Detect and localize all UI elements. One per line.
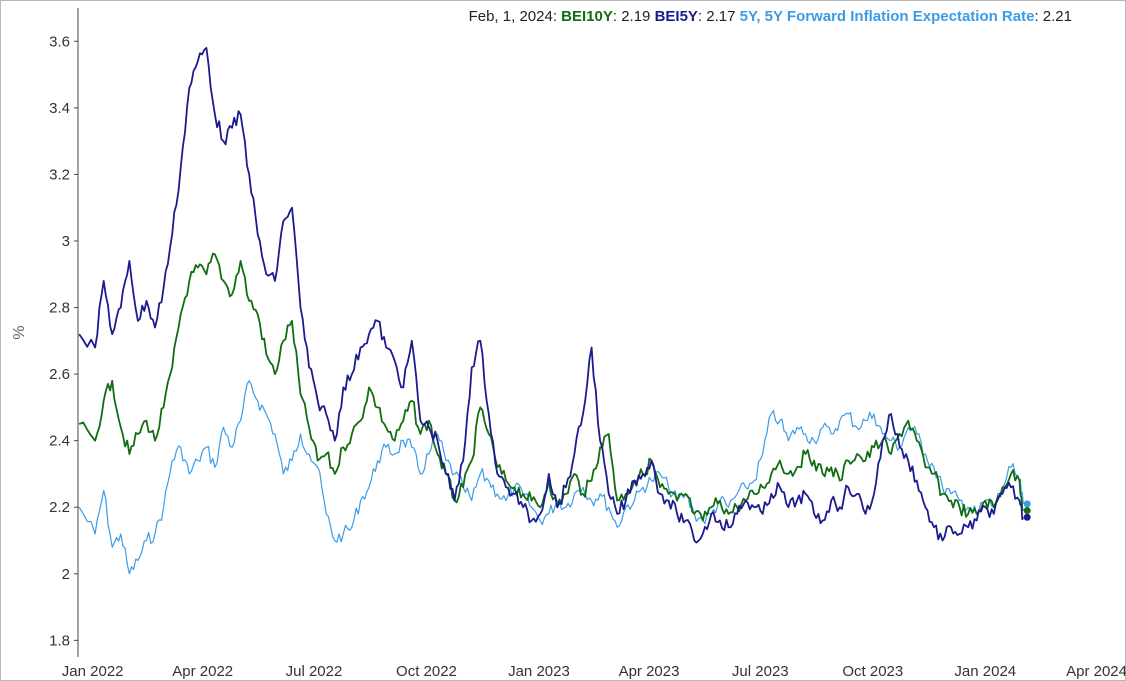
series-end-marker-bei10y (1023, 507, 1031, 515)
x-tick-label: Oct 2023 (842, 663, 903, 680)
series-end-marker-5y-5y-forward-inflation-expectation-rate (1023, 500, 1031, 508)
y-tick-label: 3 (62, 233, 70, 250)
legend-date: Feb, 1, 2024 (468, 8, 553, 25)
x-tick-label: Jul 2022 (286, 663, 343, 680)
y-tick-label: 2.8 (49, 300, 70, 317)
y-tick-label: 3.4 (49, 100, 70, 117)
legend-name-5y5y: 5Y, 5Y Forward Inflation Expectation Rat… (739, 8, 1035, 25)
x-tick-label: Jul 2023 (732, 663, 789, 680)
x-tick-label: Apr 2023 (619, 663, 680, 680)
y-tick-label: 1.8 (49, 632, 70, 649)
legend-name-bei10y: BEI10Y (561, 8, 613, 25)
series-line-5y-5y-forward-inflation-expectation-rate (78, 380, 1024, 575)
x-tick-label: Oct 2022 (396, 663, 457, 680)
x-tick-label: Apr 2024 (1066, 663, 1126, 680)
legend-value-5y5y: 2.21 (1042, 8, 1072, 25)
y-tick-label: 2.4 (49, 433, 70, 450)
x-tick-label: Jan 2023 (508, 663, 570, 680)
y-tick-label: 2 (62, 566, 70, 583)
y-tick-label: 2.2 (49, 499, 70, 516)
legend: Feb, 1, 2024: BEI10Y: 2.19 BEI5Y: 2.17 5… (468, 8, 1072, 25)
legend-value-bei10y: 2.19 (621, 8, 651, 25)
legend-name-bei5y: BEI5Y (654, 8, 698, 25)
series-layer (78, 47, 1025, 575)
axes: 1.8 2 2.2 2.4 2.6 2.8 3 3.2 3.4 3.6 Jan 2022 Apr 20… (11, 8, 1126, 680)
x-tick-label: Jan 2022 (62, 663, 124, 680)
legend-value-bei5y: 2.17 (706, 8, 736, 25)
y-tick-label: 2.6 (49, 366, 70, 383)
x-tick-label: Apr 2022 (172, 663, 233, 680)
series-end-marker-bei5y (1023, 513, 1031, 521)
y-tick-label: 3.2 (49, 166, 70, 183)
x-tick-label: Jan 2024 (954, 663, 1016, 680)
y-tick-label: 3.6 (49, 33, 70, 50)
y-axis-label: % (11, 325, 28, 339)
series-line-bei10y (78, 252, 1024, 522)
markers-layer (1023, 500, 1031, 521)
series-line-bei5y (78, 47, 1025, 544)
